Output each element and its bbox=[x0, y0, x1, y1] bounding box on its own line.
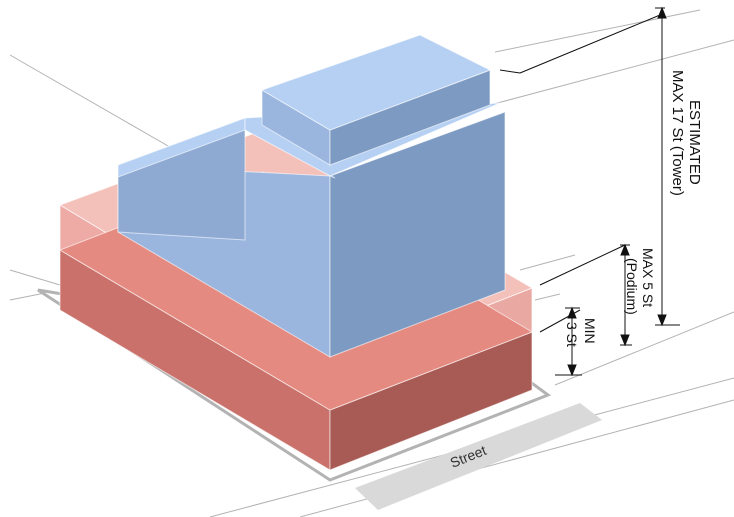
tower-label-line1: ESTIMATED bbox=[686, 100, 703, 185]
tower-dimension bbox=[499, 6, 680, 327]
podium-dimension bbox=[539, 243, 632, 347]
min-label-line2: 3 St bbox=[564, 322, 580, 347]
street-band bbox=[355, 403, 602, 510]
min-label-line1: MIN bbox=[582, 318, 598, 344]
tower-label-line2: MAX 17 St (Tower) bbox=[669, 70, 686, 196]
min-dimension bbox=[539, 306, 582, 377]
podium-label-line1: MAX 5 St bbox=[640, 248, 656, 307]
tower-top bbox=[260, 34, 492, 166]
podium-label-line2: (Podium) bbox=[624, 258, 640, 315]
